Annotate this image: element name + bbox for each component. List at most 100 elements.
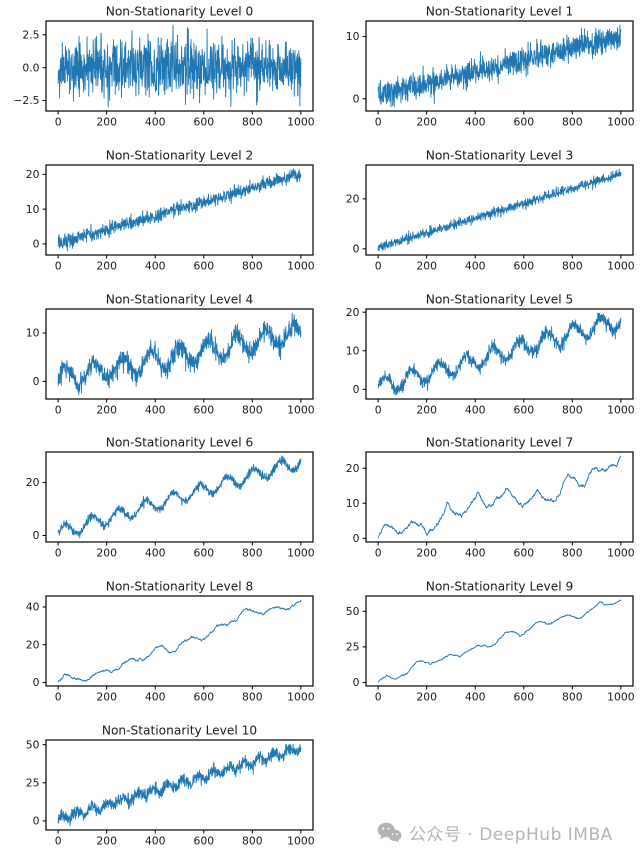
y-tick-label: 0 [33, 237, 40, 250]
x-tick-label: 200 [416, 547, 437, 560]
chart-level-0: Non-Stationarity Level 0 0 200 400 600 800 100… [13, 4, 314, 128]
watermark: 公众号 · DeepHub IMBA [377, 820, 613, 845]
y-tick-label: 0 [33, 815, 40, 828]
chart-level-7: Non-Stationarity Level 7 0 200 400 600 800 10 0… [346, 436, 635, 560]
x-tick-label: 200 [96, 835, 117, 848]
x-tick-label: 0 [55, 259, 62, 272]
x-tick-label: 400 [465, 547, 486, 560]
y-tick-label: 50 [26, 739, 40, 752]
y-tick-label: 10 [346, 30, 360, 43]
x-tick-label: 200 [96, 403, 117, 416]
x-tick-label: 1000 [607, 403, 635, 416]
axes-frame [45, 739, 314, 831]
chart-level-4: Non-Stationarity Level 40 200 400 600 800 100… [26, 292, 315, 416]
x-tick-label: 0 [55, 835, 62, 848]
x-tick-label: 600 [513, 115, 534, 128]
watermark-text: 公众号 · DeepHub IMBA [409, 825, 613, 845]
y-tick-label: 0 [33, 375, 40, 388]
x-tick-label: 200 [96, 691, 117, 704]
x-tick-label: 200 [416, 115, 437, 128]
series-line [57, 168, 302, 252]
x-tick-label: 600 [193, 259, 214, 272]
chart-title: Non-Stationarity Level 2 [106, 148, 254, 162]
x-tick-label: 400 [145, 835, 166, 848]
x-tick-label: 200 [416, 259, 437, 272]
x-tick-label: 800 [562, 115, 583, 128]
y-tick-label: 20 [346, 192, 360, 205]
x-tick-label: 600 [513, 403, 534, 416]
y-tick-label: 0 [353, 676, 360, 689]
chart-title: Non-Stationarity Level 5 [426, 292, 574, 306]
x-tick-label: 800 [562, 259, 583, 272]
axes-frame [45, 164, 314, 256]
y-tick-label: 25 [346, 641, 360, 654]
y-tick-label: 20 [346, 462, 360, 475]
chart-level-9: Non-Stationarity Level 9 0 200 400 600 800 100… [346, 580, 635, 704]
x-tick-label: 800 [562, 691, 583, 704]
chart-title: Non-Stationarity Level 0 [106, 4, 254, 18]
y-tick-label: 20 [26, 639, 40, 652]
chart-title: Non-Stationarity Level 6 [106, 436, 254, 450]
y-tick-label: 0 [353, 242, 360, 255]
x-tick-label: 600 [193, 835, 214, 848]
x-tick-label: 0 [55, 547, 62, 560]
axes-frame [45, 451, 314, 544]
chart-level-6: Non-Stationarity Level 60 200 400 600 800 100… [26, 436, 315, 560]
y-tick-label: 40 [26, 601, 40, 614]
chart-title: Non-Stationarity Level 4 [106, 292, 254, 306]
y-tick-label: 10 [346, 344, 360, 357]
x-tick-label: 400 [145, 403, 166, 416]
chart-level-1: Non-Stationarity Level 10 200 400 600 800 100… [346, 4, 635, 128]
x-tick-label: 1000 [287, 259, 315, 272]
x-tick-label: 600 [193, 115, 214, 128]
series-line [377, 168, 622, 252]
chart-title: Non-Stationarity Level 1 [426, 4, 574, 18]
x-tick-label: 0 [55, 403, 62, 416]
x-tick-label: 0 [375, 115, 382, 128]
series-line [57, 599, 302, 683]
series-line [57, 24, 302, 108]
x-tick-label: 0 [375, 259, 382, 272]
x-tick-label: 0 [55, 691, 62, 704]
y-tick-label: 10 [346, 497, 360, 510]
x-tick-label: 1000 [287, 835, 315, 848]
x-tick-label: 400 [145, 547, 166, 560]
series-line [377, 312, 622, 396]
x-tick-label: 800 [242, 403, 263, 416]
y-tick-label: −2.5 [13, 94, 39, 107]
chart-level-8: Non-Stationarity Level 80 200 400 600 800 100… [26, 580, 315, 704]
x-tick-label: 800 [562, 547, 583, 560]
x-tick-label: 200 [416, 403, 437, 416]
axes-frame [365, 164, 634, 256]
x-tick-label: 0 [375, 691, 382, 704]
series-line [57, 312, 302, 396]
chart-title: Non-Stationarity Level 10 [102, 724, 257, 738]
series-line [57, 743, 302, 827]
x-tick-label: 600 [193, 403, 214, 416]
chart-level-2: Non-Stationarity Level 20 200 400 600 800 100… [26, 148, 315, 272]
chart-level-3: Non-Stationarity Level 30 200 400 600 800 100… [346, 148, 635, 272]
x-tick-label: 600 [513, 691, 534, 704]
y-tick-label: 20 [346, 306, 360, 319]
series-line [57, 456, 302, 539]
x-tick-label: 800 [242, 115, 263, 128]
x-tick-label: 0 [375, 547, 382, 560]
y-tick-label: 0 [353, 532, 360, 545]
x-tick-label: 400 [145, 691, 166, 704]
x-tick-label: 1000 [287, 691, 315, 704]
x-tick-label: 0 [375, 403, 382, 416]
axes-frame [365, 595, 634, 687]
chart-level-5: Non-Stationarity Level 50 200 400 600 800 100… [346, 292, 635, 416]
y-tick-label: 20 [26, 168, 40, 181]
x-tick-label: 600 [513, 547, 534, 560]
x-tick-label: 800 [242, 835, 263, 848]
x-tick-label: 600 [193, 691, 214, 704]
chart-title: Non-Stationarity Level 8 [106, 580, 254, 594]
y-tick-label: 10 [26, 326, 40, 339]
y-tick-label: 10 [26, 203, 40, 216]
x-tick-label: 1000 [287, 403, 315, 416]
x-tick-label: 1000 [607, 691, 635, 704]
chart-title: Non-Stationarity Level 7 [426, 436, 574, 450]
